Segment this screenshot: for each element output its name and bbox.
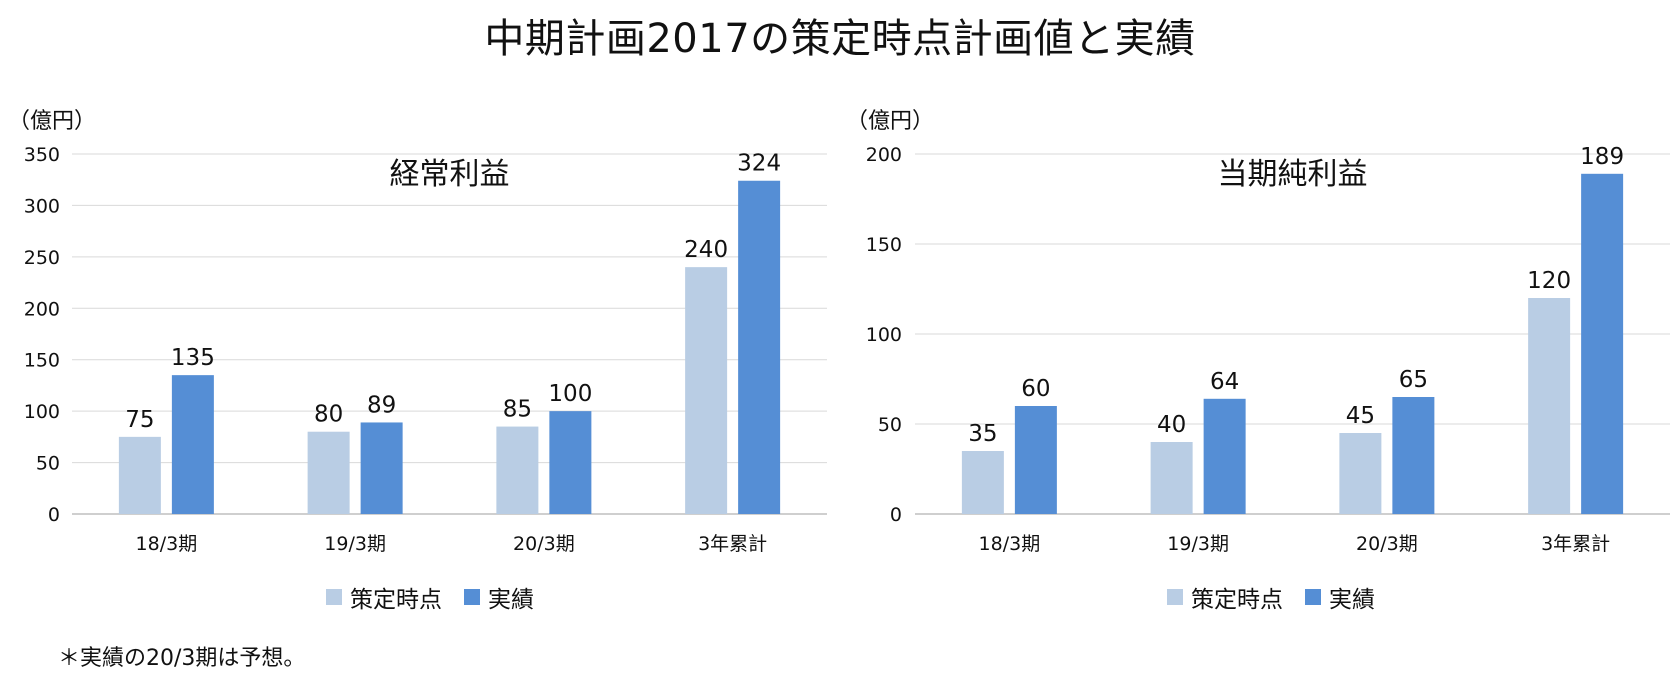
data-label: 65 — [1399, 367, 1428, 393]
chart1-legend-actual: 実績 — [464, 580, 534, 614]
legend-label-actual: 実績 — [1329, 587, 1375, 613]
chart-title: 当期純利益 — [1218, 157, 1368, 192]
x-category-label: 19/3期 — [1167, 533, 1229, 555]
y-tick-label: 0 — [48, 504, 60, 526]
y-tick-label: 150 — [866, 234, 902, 256]
bar-actual — [171, 375, 214, 514]
bar-plan — [685, 267, 728, 514]
chart1-unit-label: （億円） — [8, 109, 97, 134]
main-title: 中期計画2017の策定時点計画値と実績 — [484, 16, 1196, 62]
bar-actual — [1203, 398, 1246, 514]
bar-plan — [307, 431, 350, 514]
ordinary-profit-chart: 0 50 100 150 200 250 300 350 経常利益 75 135 18/3期 80 89 1… — [24, 144, 827, 555]
data-label: 80 — [314, 402, 343, 428]
data-label: 120 — [1527, 268, 1571, 294]
bar-plan — [1528, 298, 1571, 514]
legend-label-plan: 策定時点 — [1191, 587, 1283, 613]
x-category-label: 20/3期 — [1356, 533, 1418, 555]
footnote: ＊実績の20/3期は予想。 — [58, 646, 306, 671]
x-category-label: 18/3期 — [136, 533, 198, 555]
bar-plan — [496, 426, 539, 514]
chart2-unit-label: （億円） — [846, 109, 935, 134]
data-label: 75 — [125, 407, 154, 433]
y-tick-label: 150 — [24, 350, 60, 372]
data-label: 240 — [684, 237, 728, 263]
y-tick-label: 100 — [24, 401, 60, 423]
bar-plan — [1339, 433, 1382, 514]
bar-plan — [118, 436, 161, 514]
y-tick-label: 350 — [24, 144, 60, 166]
y-tick-label: 0 — [890, 504, 902, 526]
legend-swatch-actual — [1305, 589, 1321, 605]
data-label: 45 — [1346, 403, 1375, 429]
chart2-legend: 策定時点 実績 — [1167, 580, 1389, 614]
x-category-label: 19/3期 — [324, 533, 386, 555]
bar-actual — [1581, 173, 1624, 515]
data-label: 60 — [1021, 376, 1050, 402]
bar-actual — [1014, 406, 1057, 514]
bar-plan — [1150, 442, 1193, 514]
x-category-label: 18/3期 — [979, 533, 1041, 555]
bar-actual — [549, 411, 592, 514]
legend-label-actual: 実績 — [488, 587, 534, 613]
data-label: 189 — [1580, 144, 1624, 170]
x-category-label: 3年累計 — [1541, 533, 1610, 555]
data-label: 89 — [367, 392, 396, 418]
y-tick-label: 100 — [866, 324, 902, 346]
data-label: 35 — [968, 421, 997, 447]
data-label: 135 — [171, 345, 215, 371]
data-label: 85 — [503, 397, 532, 423]
data-label: 100 — [548, 381, 592, 407]
y-tick-label: 50 — [878, 414, 902, 436]
y-tick-label: 50 — [36, 453, 60, 475]
chart2-legend-plan: 策定時点 — [1167, 580, 1283, 614]
data-label: 324 — [737, 151, 781, 177]
net-income-chart: 0 50 100 150 200 当期純利益 35 60 18/3期 40 64 19/3期 45 65 2… — [866, 144, 1670, 555]
x-category-label: 20/3期 — [513, 533, 575, 555]
legend-swatch-actual — [464, 589, 480, 605]
data-label: 64 — [1210, 369, 1239, 395]
bar-actual — [738, 180, 781, 514]
data-label: 40 — [1157, 412, 1186, 438]
y-tick-label: 250 — [24, 247, 60, 269]
legend-label-plan: 策定時点 — [350, 587, 442, 613]
chart1-legend: 策定時点 実績 — [326, 580, 548, 614]
y-tick-label: 200 — [866, 144, 902, 166]
bar-plan — [961, 451, 1004, 514]
y-tick-label: 300 — [24, 195, 60, 217]
legend-swatch-plan — [1167, 589, 1183, 605]
legend-swatch-plan — [326, 589, 342, 605]
chart1-legend-plan: 策定時点 — [326, 580, 442, 614]
chart2-legend-actual: 実績 — [1305, 580, 1375, 614]
bar-actual — [360, 422, 403, 514]
x-category-label: 3年累計 — [698, 533, 767, 555]
chart-title: 経常利益 — [390, 157, 510, 192]
bar-actual — [1392, 397, 1435, 514]
y-tick-label: 200 — [24, 298, 60, 320]
